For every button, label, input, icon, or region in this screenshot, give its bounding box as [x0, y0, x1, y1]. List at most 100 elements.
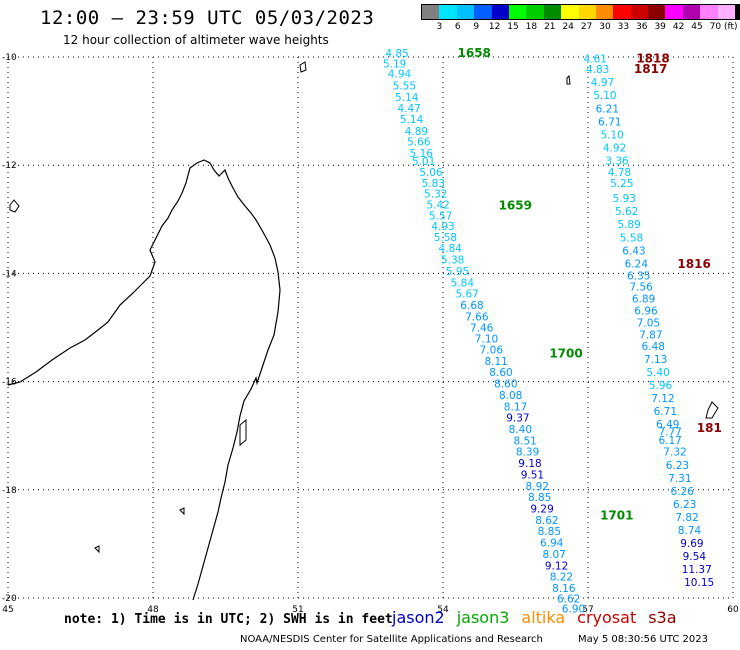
swh-value: 6.96 [634, 306, 658, 318]
legend-swatch-17 [717, 5, 736, 19]
swh-value: 9.18 [518, 458, 541, 470]
legend-label: 42 [672, 22, 685, 32]
y-tick-label: -20 [2, 594, 17, 604]
x-tick-label: 54 [437, 605, 449, 615]
swh-value: 8.74 [678, 525, 702, 537]
swh-value: 5.14 [395, 92, 419, 104]
legend-label: 15 [507, 22, 519, 32]
swh-value: 8.16 [552, 583, 576, 595]
swh-value: 9.69 [680, 538, 703, 550]
swh-value: 4.89 [405, 126, 428, 138]
swh-value: 5.93 [613, 193, 636, 205]
swh-value: 7.06 [480, 344, 504, 356]
swh-value: 5.06 [419, 167, 443, 179]
legend-swatch-15 [682, 5, 701, 19]
swh-value: 8.17 [504, 401, 527, 413]
swh-value: 9.29 [530, 504, 553, 516]
legend-swatch-14 [665, 5, 683, 19]
swh-value: 6.35 [627, 270, 650, 282]
swh-value: 5.32 [424, 189, 447, 201]
swh-value: 6.43 [622, 245, 645, 257]
legend-label: 6 [454, 22, 461, 32]
legend-swatch-3 [474, 5, 492, 19]
legend-swatch-6 [526, 5, 544, 19]
swh-value: 7.13 [644, 354, 667, 366]
swh-value: 8.92 [526, 481, 549, 493]
swh-value: 7.87 [639, 329, 662, 341]
y-tick-label: -18 [2, 486, 17, 496]
swh-value: 8.85 [538, 526, 561, 538]
legend-label: 18 [525, 22, 538, 32]
color-legend: 3 6 9 12 15 18 21 24 27 30 33 36 39 42 45 70 (ft) [421, 4, 740, 34]
swh-value: 5.62 [615, 206, 638, 218]
legend-label: 12 [488, 22, 501, 32]
satellite-jason3: jason3 [456, 608, 510, 627]
legend-unit: (ft) [724, 22, 738, 32]
swh-value: 5.57 [429, 210, 452, 222]
swh-value: 5.40 [646, 367, 669, 379]
legend-label: 27 [580, 22, 593, 32]
swh-value: 8.22 [550, 572, 573, 584]
swh-value: 8.62 [535, 515, 558, 527]
swh-value: 6.23 [673, 499, 696, 511]
swh-value: 6.94 [540, 538, 564, 550]
legend-label: 30 [599, 22, 611, 32]
swh-value: 5.95 [446, 266, 469, 278]
legend-label: 3 [436, 22, 443, 32]
island-outline [299, 61, 307, 73]
swh-value: 7.82 [675, 512, 698, 524]
track-time-label: 1700 [549, 346, 582, 360]
island-outline [566, 74, 571, 85]
island-outline [179, 507, 185, 516]
legend-swatch-10 [595, 5, 614, 19]
legend-swatch-0 [422, 5, 440, 19]
legend-labels: 3 6 9 12 15 18 21 24 27 30 33 36 39 42 45 70 [421, 20, 740, 34]
swh-value: 4.78 [608, 167, 631, 179]
track-time-label: 1659 [499, 199, 532, 213]
swh-value: 5.67 [455, 289, 478, 301]
legend-label: 36 [636, 22, 648, 32]
legend-swatch-16 [700, 5, 718, 19]
madagascar-coastline [7, 159, 281, 601]
swh-value: 4.83 [586, 64, 609, 76]
swh-value: 8.51 [513, 435, 536, 447]
swh-value: 7.10 [475, 334, 498, 346]
swh-value: 5.10 [600, 130, 623, 142]
legend-label: 9 [473, 22, 480, 32]
legend-label: 24 [562, 22, 574, 32]
swh-value: 5.58 [620, 232, 643, 244]
swh-value: 7.56 [629, 282, 653, 294]
swh-value: 5.01 [412, 156, 435, 168]
swh-value: 6.62 [557, 593, 580, 605]
track-time-label: 1658 [458, 46, 491, 60]
swh-value: 7.46 [470, 322, 494, 334]
track-time-label: 1818 [636, 51, 669, 65]
swh-value: 6.89 [632, 294, 655, 306]
swh-value: 5.42 [426, 199, 449, 211]
swh-value: 3.36 [605, 156, 629, 168]
swh-value: 6.71 [654, 406, 677, 418]
swh-value: 5.38 [441, 255, 464, 267]
swh-value: 6.21 [596, 104, 619, 116]
island-outline [9, 199, 20, 213]
map-subtitle: 12 hour collection of altimeter wave hei… [63, 33, 329, 47]
legend-label: 33 [617, 22, 630, 32]
swh-value: 5.55 [393, 80, 416, 92]
swh-value: 6.26 [671, 486, 695, 498]
swh-value: 6.24 [625, 258, 649, 270]
swh-value: 9.51 [521, 469, 544, 481]
legend-swatch-4 [491, 5, 509, 19]
y-tick-label: -16 [2, 378, 17, 388]
swh-value: 6.23 [666, 460, 689, 472]
footer-credit: NOAA/NESDIS Center for Satellite Applica… [240, 634, 543, 645]
swh-value: 5.83 [422, 178, 445, 190]
swh-value: 4.85 [385, 48, 408, 60]
swh-value: 5.58 [434, 232, 457, 244]
swh-value: 5.66 [407, 137, 431, 149]
swh-value: 7.31 [668, 473, 691, 485]
y-tick-label: -14 [2, 269, 17, 279]
swh-value: 6.49 [656, 419, 679, 431]
legend-swatch-8 [561, 5, 579, 19]
island-outline [705, 401, 719, 419]
